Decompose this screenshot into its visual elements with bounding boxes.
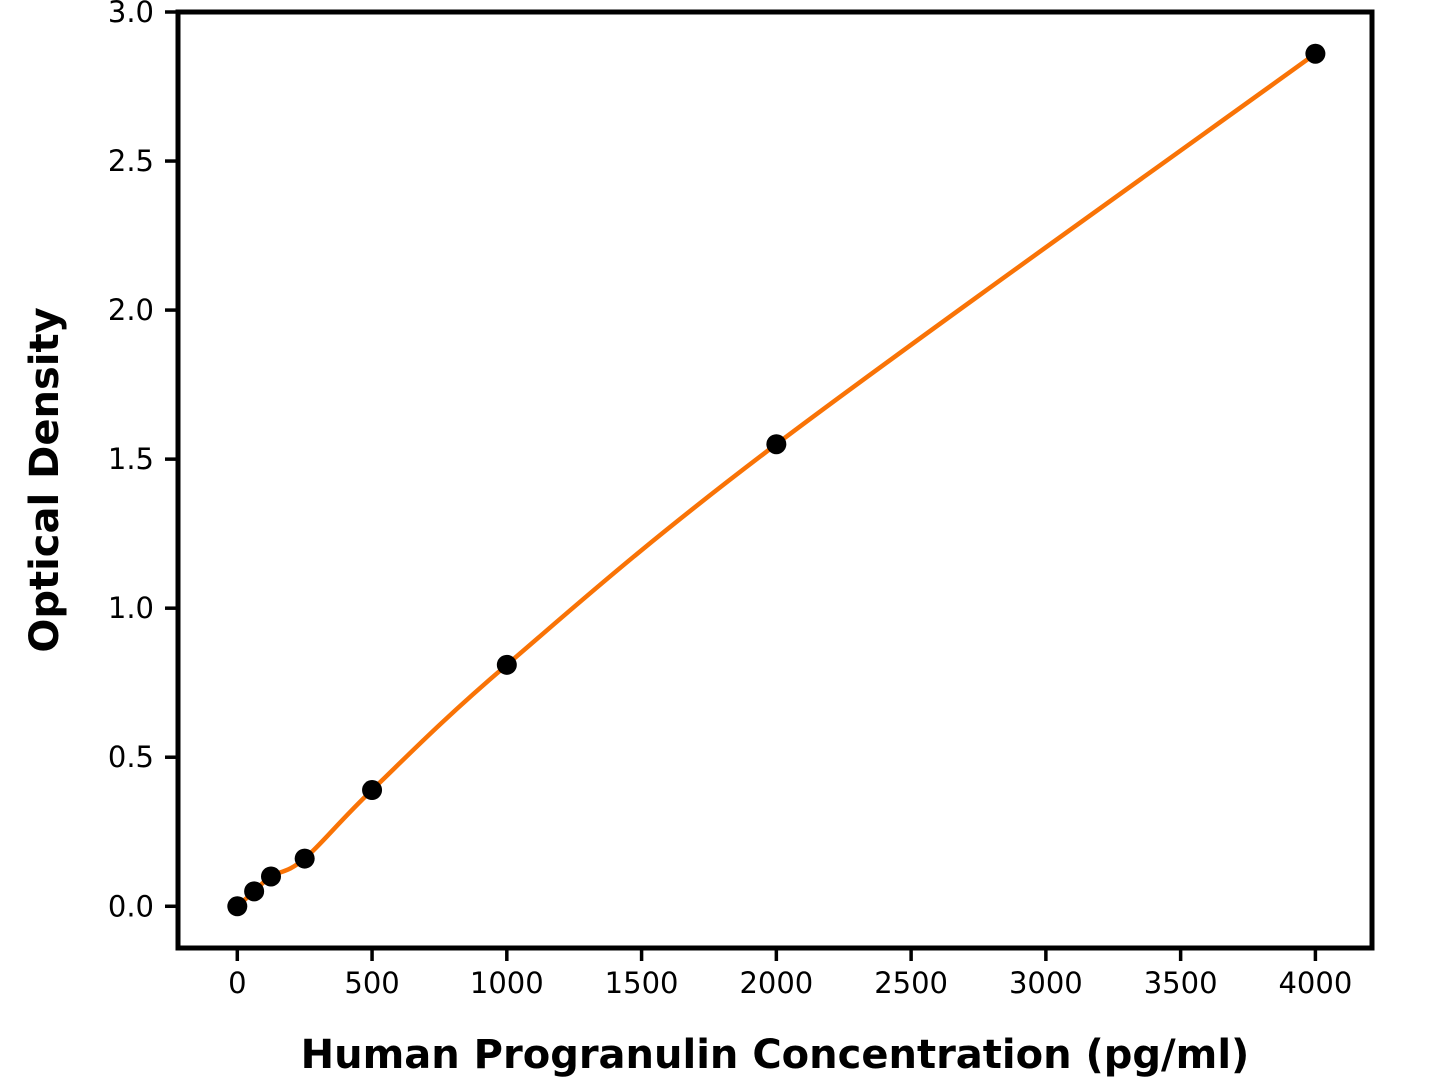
plot-area: 0 500 1000 1500 2000 2500 3000 3500 4000 0.0 0.5 1.… (108, 0, 1375, 1000)
plot-frame (175, 9, 1375, 951)
data-point (362, 780, 383, 801)
data-point (1305, 43, 1326, 64)
y-tick-label: 2.5 (108, 144, 154, 178)
x-tick-label: 3000 (1009, 966, 1083, 1000)
data-point (766, 434, 787, 455)
y-tick-label: 2.0 (108, 293, 154, 327)
x-tick-label: 500 (344, 966, 399, 1000)
data-point (496, 654, 517, 675)
x-tick-label: 1000 (470, 966, 544, 1000)
data-point (260, 866, 281, 887)
y-tick-label: 0.5 (108, 740, 154, 774)
data-point (294, 848, 315, 869)
y-axis-title: Optical Density (22, 307, 68, 652)
x-tick-label: 1500 (605, 966, 679, 1000)
y-tick-label: 3.0 (108, 0, 154, 29)
y-tick-label: 1.5 (108, 442, 154, 476)
x-tick-label: 0 (228, 966, 246, 1000)
x-axis-title: Human Progranulin Concentration (pg/ml) (301, 1032, 1250, 1078)
x-tick-label: 3500 (1144, 966, 1218, 1000)
x-tick-label: 4000 (1278, 966, 1352, 1000)
x-tick-label: 2500 (874, 966, 948, 1000)
data-point (244, 881, 265, 902)
y-tick-label: 1.0 (108, 591, 154, 625)
x-tick-label: 2000 (739, 966, 813, 1000)
fit-line (235, 51, 1318, 909)
data-point (227, 896, 248, 917)
y-tick-label: 0.0 (108, 889, 154, 923)
